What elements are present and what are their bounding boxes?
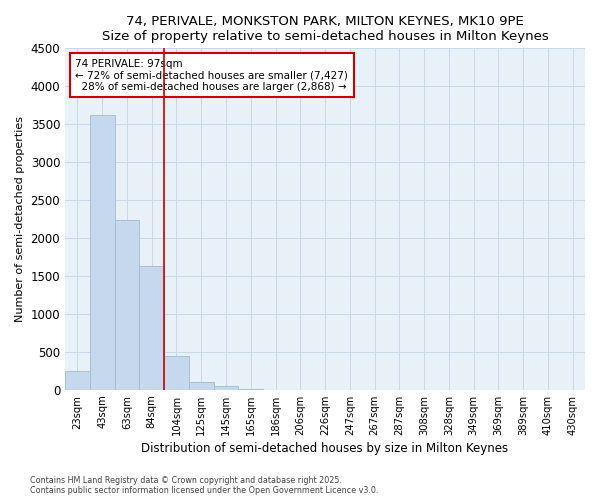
Bar — [139, 266, 164, 390]
Bar — [238, 389, 263, 390]
Text: Contains HM Land Registry data © Crown copyright and database right 2025.
Contai: Contains HM Land Registry data © Crown c… — [30, 476, 379, 495]
Bar — [164, 356, 189, 390]
X-axis label: Distribution of semi-detached houses by size in Milton Keynes: Distribution of semi-detached houses by … — [142, 442, 509, 455]
Y-axis label: Number of semi-detached properties: Number of semi-detached properties — [15, 116, 25, 322]
Text: 74 PERIVALE: 97sqm
← 72% of semi-detached houses are smaller (7,427)
  28% of se: 74 PERIVALE: 97sqm ← 72% of semi-detache… — [76, 58, 349, 92]
Bar — [90, 115, 115, 390]
Bar — [214, 386, 238, 390]
Bar — [65, 371, 90, 390]
Bar — [115, 220, 139, 390]
Title: 74, PERIVALE, MONKSTON PARK, MILTON KEYNES, MK10 9PE
Size of property relative t: 74, PERIVALE, MONKSTON PARK, MILTON KEYN… — [101, 15, 548, 43]
Bar — [189, 382, 214, 390]
